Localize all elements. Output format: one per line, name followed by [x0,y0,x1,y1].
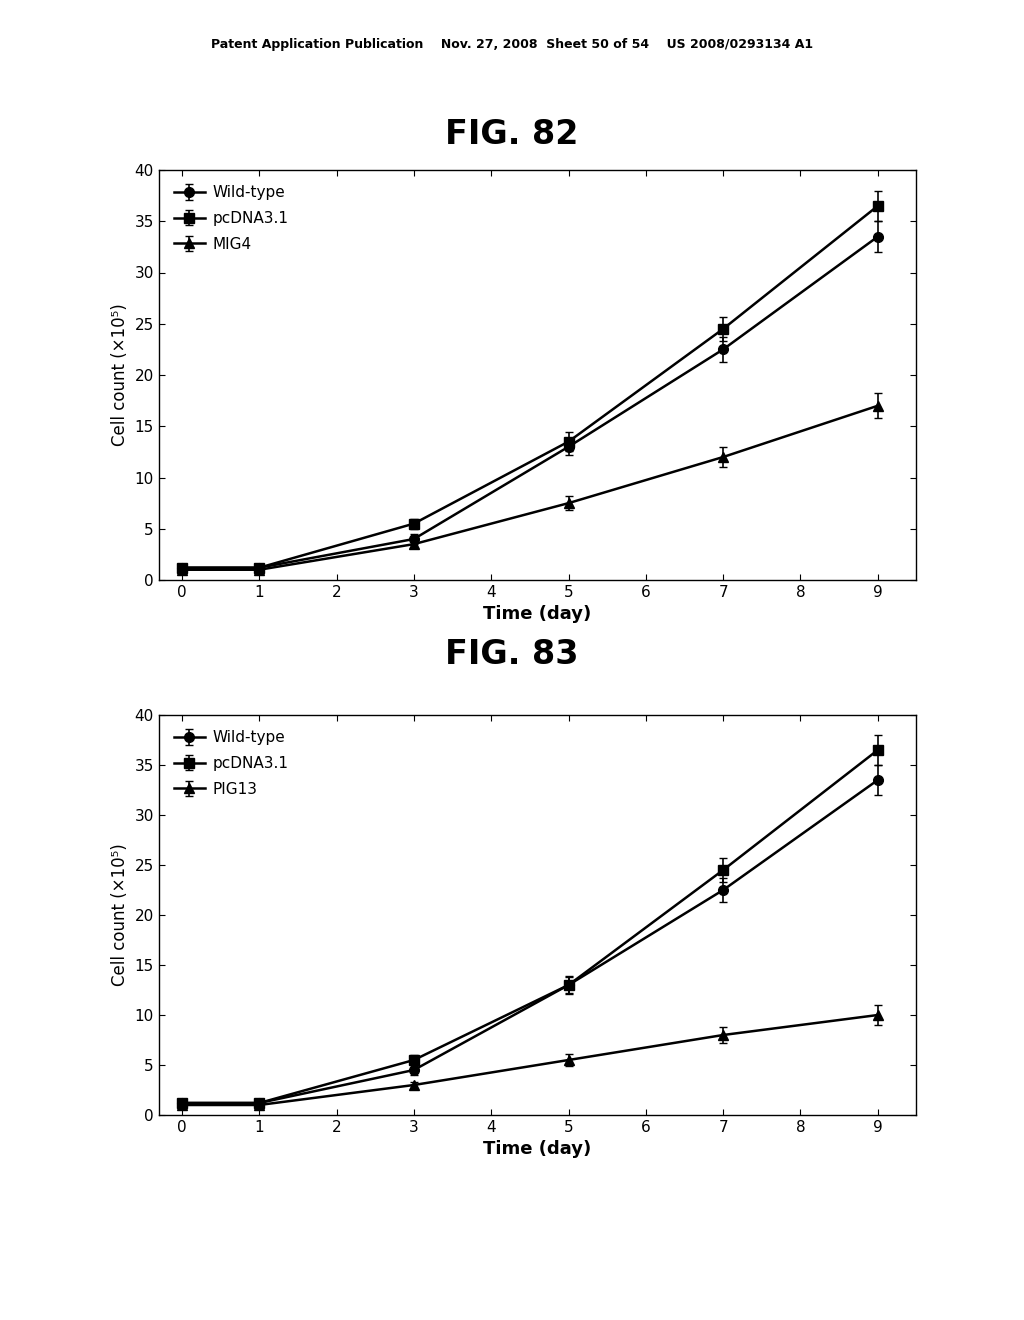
Legend: Wild-type, pcDNA3.1, MIG4: Wild-type, pcDNA3.1, MIG4 [166,178,296,259]
Text: FIG. 82: FIG. 82 [445,117,579,150]
Text: Patent Application Publication    Nov. 27, 2008  Sheet 50 of 54    US 2008/02931: Patent Application Publication Nov. 27, … [211,38,813,51]
X-axis label: Time (day): Time (day) [483,606,592,623]
Y-axis label: Cell count (×10⁵): Cell count (×10⁵) [111,843,129,986]
Legend: Wild-type, pcDNA3.1, PIG13: Wild-type, pcDNA3.1, PIG13 [166,722,296,804]
Y-axis label: Cell count (×10⁵): Cell count (×10⁵) [111,304,129,446]
Text: FIG. 83: FIG. 83 [445,638,579,671]
X-axis label: Time (day): Time (day) [483,1140,592,1159]
